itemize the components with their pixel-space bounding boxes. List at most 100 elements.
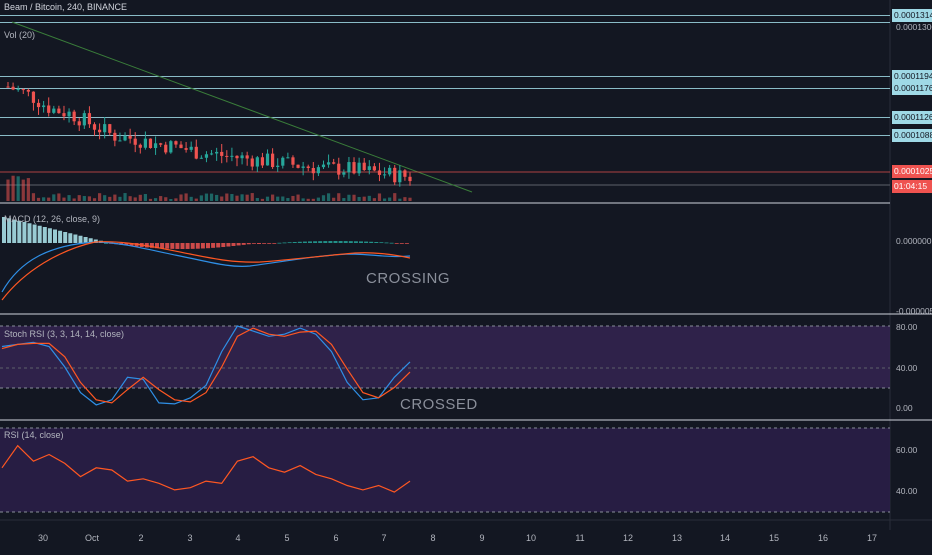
macd-hist-bar	[195, 243, 200, 249]
x-tick-17: 17	[866, 533, 878, 543]
volume-bar	[377, 193, 382, 201]
macd-hist-bar	[124, 243, 129, 246]
x-tick-3: 3	[187, 533, 193, 543]
rsi-axis-1: 40.00	[896, 486, 918, 496]
macd-hist-bar	[384, 242, 389, 244]
volume-bar	[6, 179, 10, 201]
current-price-tag: 0.0001025	[892, 165, 932, 178]
candle-body	[321, 164, 326, 168]
macd-hist-bar	[22, 222, 27, 243]
volume-bar	[42, 197, 46, 201]
macd-hist-bar	[353, 241, 358, 243]
volume-bar	[11, 175, 15, 201]
macd-axis-0: 0.000000	[896, 236, 932, 246]
macd-hist-bar	[206, 243, 210, 249]
candle-body	[133, 138, 137, 145]
candle-body	[108, 124, 112, 133]
volume-bar	[57, 193, 61, 201]
downtrend-line[interactable]	[11, 21, 473, 193]
candle-body	[347, 162, 351, 173]
price-tag-3: 0.0001126	[892, 111, 932, 124]
macd-hist-bar	[190, 243, 195, 249]
candle-body	[174, 141, 178, 145]
macd-hist-bar	[399, 243, 404, 244]
candle-body	[265, 153, 270, 166]
x-tick-1: Oct	[84, 533, 100, 543]
macd-line	[1, 241, 411, 293]
macd-hist-bar	[149, 243, 154, 248]
stoch-label: Stoch RSI (3, 3, 14, 14, close)	[4, 329, 125, 339]
candle-body	[230, 155, 234, 157]
candle-body	[153, 143, 158, 149]
volume-bar	[382, 198, 387, 201]
volume-label: Vol (20)	[4, 30, 36, 40]
candle-body	[42, 105, 46, 108]
rsi-axis-0: 60.00	[896, 445, 918, 455]
volume-bar	[250, 193, 254, 201]
candle-body	[62, 113, 66, 117]
rsi-label: RSI (14, close)	[4, 430, 64, 440]
candle-body	[143, 138, 147, 148]
volume-bar	[342, 198, 346, 201]
candle-body	[67, 111, 71, 117]
stoch-k-line	[1, 325, 411, 406]
candle-body	[189, 146, 193, 150]
macd-hist-bar	[308, 241, 312, 243]
candle-body	[255, 157, 259, 167]
volume-bar	[403, 197, 407, 201]
candle-body	[250, 158, 254, 167]
macd-hist-bar	[404, 243, 409, 244]
macd-hist-bar	[134, 243, 139, 247]
macd-hist-bar	[226, 243, 231, 247]
volume-bar	[240, 194, 244, 201]
volume-bar	[52, 194, 56, 201]
macd-hist-bar	[216, 243, 221, 248]
macd-hist-bar	[318, 241, 323, 243]
volume-bar	[148, 198, 153, 201]
candle-body	[138, 144, 142, 148]
volume-bar	[138, 194, 142, 201]
crossing-annotation: CROSSING	[366, 270, 451, 287]
rsi-band	[0, 428, 890, 512]
candle-body	[332, 162, 336, 164]
candle-body	[123, 135, 127, 141]
candle-body	[92, 124, 97, 130]
volume-bars	[6, 175, 412, 201]
macd-lines	[1, 241, 411, 301]
candle-body	[103, 124, 107, 133]
candle-body	[245, 155, 249, 159]
candle-body	[97, 129, 102, 133]
volume-bar	[16, 176, 20, 201]
macd-hist-bar	[379, 242, 384, 244]
candle-body	[352, 162, 356, 174]
candle-body	[77, 121, 81, 126]
macd-hist-bar	[155, 243, 159, 249]
macd-histogram	[2, 217, 409, 249]
volume-bar	[26, 178, 30, 201]
volume-bar	[291, 195, 295, 201]
candle-body	[296, 164, 300, 168]
candle-body	[301, 166, 305, 168]
macd-hist-bar	[246, 243, 251, 245]
candle-body	[388, 167, 392, 175]
macd-hist-bar	[170, 243, 175, 249]
macd-hist-bar	[364, 241, 369, 243]
volume-bar	[337, 193, 341, 201]
volume-bar	[347, 194, 351, 201]
macd-hist-bar	[88, 238, 93, 243]
volume-bar	[408, 197, 412, 201]
volume-bar	[332, 197, 336, 201]
candle-body	[372, 166, 376, 171]
macd-hist-bar	[394, 243, 399, 244]
macd-hist-bar	[374, 241, 379, 243]
macd-hist-bar	[12, 219, 17, 243]
candle-body	[357, 162, 361, 174]
volume-bar	[184, 193, 188, 201]
macd-hist-bar	[175, 243, 180, 249]
candle-body	[164, 144, 168, 153]
volume-bar	[306, 198, 310, 201]
volume-bar	[72, 198, 76, 201]
volume-bar	[235, 195, 239, 201]
